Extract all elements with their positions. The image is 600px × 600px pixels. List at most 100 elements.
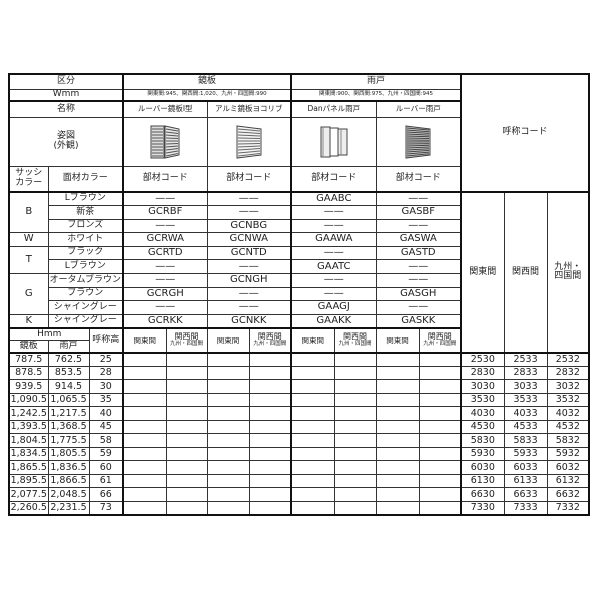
kyushu-label: 九州・四国間	[338, 340, 372, 347]
call-height: 58	[88, 433, 124, 448]
kanto-header: 関東間	[122, 326, 167, 354]
product-name: ルーバー雨戸	[375, 100, 462, 118]
part-code: ——	[206, 300, 292, 315]
empty-cell	[206, 365, 250, 381]
face-color: ブラウン	[47, 286, 124, 302]
empty-cell	[418, 446, 462, 462]
table-row: 鏡板 雨戸	[8, 340, 589, 354]
empty-cell	[206, 487, 250, 502]
table-row: 1,895.5 1,866.5 61 6130 6133 6132	[8, 473, 590, 489]
empty-cell	[418, 379, 462, 394]
table-row: 787.5 762.5 25 2530 2533 2532	[8, 351, 590, 367]
empty-cell	[206, 500, 250, 516]
panel-height-header: 鏡板	[8, 340, 49, 354]
region-header: 九州・ 四国間	[546, 191, 590, 354]
empty-cell	[418, 460, 462, 475]
face-color: ホワイト	[47, 232, 124, 247]
empty-cell	[333, 406, 377, 421]
shutter-height: 1,836.5	[47, 460, 90, 475]
panel-width: 関東間:945、関西間:1,020、九州・四国間:990	[121, 88, 292, 102]
empty-cell	[333, 460, 377, 475]
part-code: GASBF	[375, 205, 462, 220]
table-row: 1,804.5 1,775.5 58 5830 5833 5832	[8, 433, 590, 448]
part-code: GAABC	[290, 191, 377, 207]
empty-cell	[375, 446, 420, 462]
empty-cell	[375, 419, 420, 435]
empty-cell	[248, 419, 292, 435]
face-color: オータムブラウン	[47, 273, 124, 288]
part-code: GCNBG	[206, 218, 292, 234]
part-code: ——	[290, 273, 377, 288]
empty-cell	[375, 473, 420, 489]
table-row: 姿図 (外観)	[8, 116, 589, 167]
call-height: 59	[88, 446, 124, 462]
empty-cell	[375, 500, 420, 516]
empty-cell	[418, 392, 462, 408]
call-code: 2532	[546, 351, 590, 367]
table-row: 1,393.5 1,368.5 45 4530 4533 4532	[8, 419, 590, 435]
wmm-header: Wmm	[8, 88, 124, 102]
part-code: GCNKK	[206, 313, 292, 329]
empty-cell	[165, 446, 208, 462]
table-row: 1,834.5 1,805.5 59 5930 5933 5932	[8, 446, 590, 462]
code-label: 部材コード	[290, 165, 377, 193]
empty-cell	[248, 487, 292, 502]
call-height: 61	[88, 473, 124, 489]
empty-cell	[248, 460, 292, 475]
part-code: GASGH	[375, 286, 462, 302]
empty-cell	[122, 446, 167, 462]
call-height: 25	[88, 351, 124, 367]
kansai-label: 関西間	[174, 332, 199, 342]
empty-cell	[333, 487, 377, 502]
shutter-height: 1,368.5	[47, 419, 90, 435]
empty-cell	[206, 379, 250, 394]
kansai-label: 関西間	[427, 332, 452, 342]
table-row: サッシ カラー 面材カラー 部材コード 部材コード 部材コード 部材コード	[8, 165, 589, 193]
call-code: 4033	[503, 406, 548, 421]
empty-cell	[122, 433, 167, 448]
hmm-header: Hmm	[8, 326, 90, 342]
call-code: 3033	[503, 379, 548, 394]
empty-cell	[333, 433, 377, 448]
sash-color: W	[8, 232, 49, 247]
face-color: シャイングレー	[47, 313, 124, 329]
empty-cell	[418, 500, 462, 516]
code-label: 部材コード	[375, 165, 462, 193]
kansai-kyushu-header: 関西間 九州・四国間	[333, 326, 377, 354]
call-code: 5830	[460, 433, 505, 448]
call-code: 3530	[460, 392, 505, 408]
empty-cell	[206, 392, 250, 408]
face-color: ブロンズ	[47, 218, 124, 234]
empty-cell	[290, 500, 335, 516]
call-height: 60	[88, 460, 124, 475]
empty-cell	[290, 392, 335, 408]
figure-header: 姿図 (外観)	[8, 116, 124, 167]
face-color: Lブラウン	[47, 259, 124, 275]
part-code: ——	[375, 191, 462, 207]
panel-height: 787.5	[8, 351, 49, 367]
call-code: 5930	[460, 446, 505, 462]
part-code: GCRBF	[122, 205, 208, 220]
dan-panel-shutter-icon	[293, 123, 375, 161]
kansai-kyushu-header: 関西間 九州・四国間	[248, 326, 292, 354]
kansai-label: 関西間	[257, 332, 282, 342]
panel-height: 2,077.5	[8, 487, 49, 502]
empty-cell	[122, 419, 167, 435]
empty-cell	[375, 406, 420, 421]
empty-cell	[165, 392, 208, 408]
shutter-height: 762.5	[47, 351, 90, 367]
empty-cell	[248, 351, 292, 367]
shutter-height: 914.5	[47, 379, 90, 394]
call-code: 6032	[546, 460, 590, 475]
call-code: 5832	[546, 433, 590, 448]
empty-cell	[122, 379, 167, 394]
part-code: GASWA	[375, 232, 462, 247]
part-code: GCRWA	[122, 232, 208, 247]
call-code: 7333	[503, 500, 548, 516]
empty-cell	[206, 473, 250, 489]
call-code: 5833	[503, 433, 548, 448]
call-code: 2530	[460, 351, 505, 367]
kanto-header: 関東間	[375, 326, 420, 354]
call-code: 6132	[546, 473, 590, 489]
empty-cell	[165, 351, 208, 367]
